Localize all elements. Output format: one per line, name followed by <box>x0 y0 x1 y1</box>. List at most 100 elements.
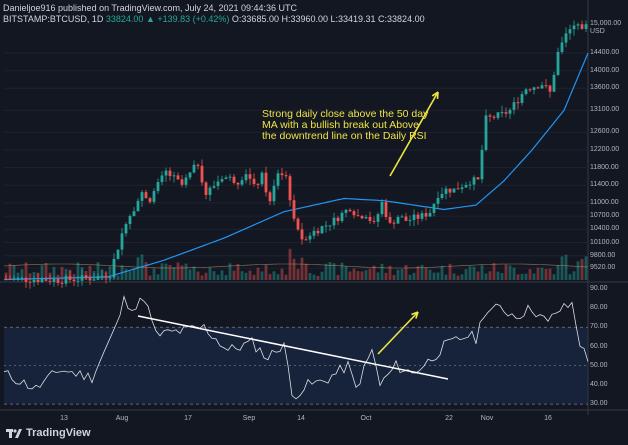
volume-bar <box>116 275 120 280</box>
volume-bar <box>584 256 588 280</box>
candle-body <box>308 235 312 240</box>
candle-body <box>224 177 228 180</box>
volume-bar <box>324 263 328 280</box>
volume-bar <box>284 274 288 280</box>
candle-body <box>184 177 188 185</box>
volume-bar <box>388 265 392 280</box>
volume-bar <box>272 271 276 280</box>
time-tick-label: Oct <box>360 415 372 422</box>
candle-body <box>100 275 104 277</box>
volume-bar <box>340 262 344 280</box>
candle-body <box>96 276 100 280</box>
volume-ma-line <box>3 263 589 269</box>
candle-body <box>140 192 144 201</box>
price-tick-label: 10400.00 <box>590 225 620 233</box>
candle-body <box>288 176 292 201</box>
volume-bar <box>200 275 204 280</box>
volume-bar <box>336 275 340 280</box>
candle-body <box>376 214 380 222</box>
price-tick-label: 12200.00 <box>590 146 620 153</box>
candle-body <box>172 175 176 177</box>
candle-body <box>472 177 476 185</box>
candle-body <box>528 89 532 91</box>
price-tick-label: 13600.00 <box>590 84 620 92</box>
candle-body <box>392 222 396 224</box>
volume-bar <box>212 271 216 280</box>
volume-bar <box>492 263 496 280</box>
candle-body <box>216 181 220 187</box>
time-tick-label: Sep <box>242 415 256 422</box>
candle-body <box>124 224 128 234</box>
volume-bar <box>136 257 140 280</box>
candle-body <box>164 170 168 176</box>
candle-body <box>136 200 140 212</box>
volume-bar <box>124 268 128 280</box>
volume-bar <box>560 256 564 280</box>
candle-body <box>428 212 432 217</box>
volume-bar <box>420 264 424 280</box>
volume-bar <box>188 269 192 280</box>
price-tick-label: 10700.00 <box>590 212 620 220</box>
candle-body <box>104 275 108 278</box>
volume-bar <box>52 266 56 280</box>
candle-body <box>548 85 552 92</box>
candle-body <box>488 115 492 117</box>
volume-bar <box>524 273 528 280</box>
volume-bar <box>556 264 560 280</box>
volume-bar <box>224 275 228 280</box>
volume-bar <box>504 264 508 280</box>
candle-body <box>584 24 588 29</box>
tradingview-logo[interactable]: TradingView <box>6 427 91 439</box>
volume-bar <box>308 272 312 280</box>
candle-body <box>424 213 428 217</box>
candle-body <box>480 149 484 180</box>
candle-body <box>76 280 80 282</box>
volume-bar <box>128 271 132 280</box>
candle-body <box>52 278 56 282</box>
tradingview-icon <box>6 429 22 438</box>
candle-body <box>468 184 472 186</box>
volume-bar <box>508 265 512 280</box>
candle-body <box>384 201 388 218</box>
volume-bar <box>184 263 188 280</box>
volume-bar <box>60 266 64 280</box>
volume-bar <box>396 269 400 280</box>
volume-bar <box>248 270 252 280</box>
candle-body <box>160 175 164 183</box>
candle-body <box>540 85 544 89</box>
volume-bar <box>360 271 364 280</box>
volume-bar <box>548 268 552 280</box>
candle-body <box>532 87 536 90</box>
volume-bar <box>488 271 492 280</box>
rsi-downtrend-line <box>137 315 449 380</box>
price-tick-label: 11400.00 <box>590 181 619 189</box>
candle-body <box>544 85 548 87</box>
candle-body <box>60 282 64 284</box>
rsi-tick-label: 40.00 <box>590 380 608 388</box>
candle-body <box>412 214 416 220</box>
candle-body <box>444 188 448 194</box>
volume-bar <box>256 267 260 280</box>
volume-bar <box>260 271 264 280</box>
candle-body <box>32 279 36 283</box>
price-breakout-arrow <box>389 91 439 177</box>
candle-body <box>176 175 180 180</box>
candle-body <box>280 173 284 176</box>
candle-body <box>88 277 92 281</box>
candle-body <box>108 277 112 279</box>
candle-body <box>188 172 192 178</box>
time-tick-label: 13 <box>60 415 68 422</box>
volume-bar <box>568 274 572 280</box>
candle-body <box>300 229 304 240</box>
volume-bar <box>72 274 76 280</box>
candle-body <box>80 275 84 281</box>
candle-body <box>40 279 44 283</box>
candle-body <box>236 182 240 185</box>
volume-bar <box>236 264 240 280</box>
volume-bar <box>196 271 200 280</box>
volume-bar <box>520 273 524 280</box>
candle-body <box>404 216 408 221</box>
candle-body <box>572 25 576 30</box>
